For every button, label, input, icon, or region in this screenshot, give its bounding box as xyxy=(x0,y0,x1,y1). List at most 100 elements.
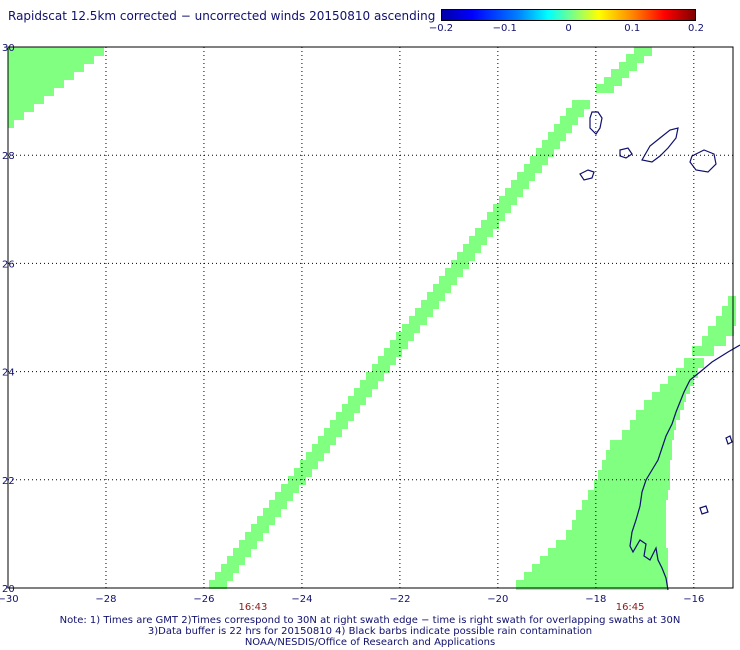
swath-cell xyxy=(384,348,402,357)
swath-cell xyxy=(227,556,245,565)
swath-cell xyxy=(524,572,668,582)
swath-cell xyxy=(8,47,104,56)
swath-cell xyxy=(239,540,257,549)
swath-cell xyxy=(722,306,736,316)
swath-cell xyxy=(342,404,360,413)
colorbar-tick-label: −0.1 xyxy=(492,23,517,34)
swath-cell xyxy=(692,346,714,356)
swath-time-label: 16:45 xyxy=(616,602,645,613)
swath-cell xyxy=(251,524,269,533)
swath-cell xyxy=(702,336,726,346)
swath-cell xyxy=(572,100,590,109)
footnote-line-3: NOAA/NESDIS/Office of Research and Appli… xyxy=(244,637,496,648)
swath-cell xyxy=(209,580,227,589)
island-cape-verde-2 xyxy=(699,505,709,515)
colorbar-tick-label: −0.2 xyxy=(428,23,454,34)
swath-cell xyxy=(8,79,64,88)
swath-cell xyxy=(630,420,676,430)
lat-tick-label: 28 xyxy=(2,151,15,162)
swath-cell xyxy=(572,520,666,530)
swath-cell xyxy=(524,164,542,173)
swath-cell xyxy=(708,326,734,336)
swath-cell xyxy=(8,55,94,64)
swath-cell xyxy=(594,480,670,490)
swath-cell xyxy=(378,356,396,365)
lon-tick-label: −30 xyxy=(0,594,19,605)
map-title: Rapidscat 12.5km corrected − uncorrected… xyxy=(8,9,436,23)
swath-cell xyxy=(275,492,293,501)
footnotes: Note: 1) Times are GMT 2)Times correspon… xyxy=(0,615,740,648)
swath-cell xyxy=(596,84,614,93)
swath-time-label: 16:43 xyxy=(239,602,268,613)
lon-tick-label: −28 xyxy=(95,594,116,605)
swath-cell xyxy=(598,470,670,480)
swath-cell xyxy=(402,324,420,333)
swath-cell xyxy=(475,228,493,237)
swath-cell xyxy=(511,180,529,189)
lat-tick-label: 20 xyxy=(2,584,15,595)
swath-cell xyxy=(716,316,736,326)
swath-cell xyxy=(530,156,548,165)
swath-cell xyxy=(588,490,668,500)
swath-cell xyxy=(324,428,342,437)
swath-cell xyxy=(517,172,535,181)
swath-cell xyxy=(233,548,251,557)
swath-cell xyxy=(626,54,644,63)
swath-cell xyxy=(8,111,24,120)
swath-cell xyxy=(348,396,366,405)
swath-cell xyxy=(263,508,281,517)
swath-cell xyxy=(396,332,414,341)
swath-cell xyxy=(487,212,505,221)
swath-cell xyxy=(611,69,629,78)
swath-cell xyxy=(548,548,668,558)
swath-cell xyxy=(634,47,652,56)
lat-tick-label: 22 xyxy=(2,476,15,487)
swath-cell xyxy=(554,124,572,133)
swath-cell xyxy=(451,260,469,269)
swath-cell xyxy=(318,436,336,445)
swath-cell xyxy=(8,119,14,128)
swath-cell xyxy=(660,384,690,394)
swath-cell xyxy=(269,500,287,509)
swath-cell xyxy=(439,276,457,285)
swath-cell xyxy=(602,460,670,470)
swath-cell xyxy=(622,430,674,440)
swath-cell xyxy=(221,564,239,573)
swath-cell xyxy=(604,77,622,86)
swath-cell xyxy=(481,220,499,229)
swath-cell xyxy=(619,62,637,71)
swath-cell xyxy=(582,500,666,510)
swath-cell xyxy=(415,308,433,317)
axis-labels: −30 −28 −26 −24 −22 −20 −18 −16 30 28 26 24 22 20 16:4… xyxy=(0,43,704,613)
swath-cell xyxy=(566,108,584,117)
swath-cell xyxy=(8,103,34,112)
island-gran-canaria xyxy=(689,149,717,173)
swath-cell xyxy=(542,140,560,149)
swath-cell xyxy=(560,116,578,125)
swath-cell xyxy=(566,530,666,540)
swath-cell xyxy=(288,476,306,485)
swath-cell xyxy=(606,450,672,460)
swath-cell xyxy=(548,132,566,141)
swath-cell xyxy=(421,300,439,309)
swath-cell xyxy=(540,556,668,566)
swath-cell xyxy=(433,284,451,293)
lat-tick-label: 30 xyxy=(2,43,15,54)
swath-cell xyxy=(493,204,511,213)
swath-cell xyxy=(532,564,668,574)
swath-cell xyxy=(294,468,312,477)
swath-cell xyxy=(8,87,54,96)
swath-cell xyxy=(390,340,408,349)
swath-cell xyxy=(281,484,299,493)
swath-cell xyxy=(257,516,275,525)
lon-tick-label: −18 xyxy=(585,594,606,605)
swath-cell xyxy=(306,452,324,461)
lat-tick-label: 24 xyxy=(2,368,15,379)
swath-cell xyxy=(576,510,666,520)
swath-cell xyxy=(536,148,554,157)
colorbar-tick-label: 0.2 xyxy=(688,23,704,34)
swath-cell xyxy=(366,372,384,381)
swath-cell xyxy=(300,460,318,469)
swath-cell xyxy=(610,440,672,450)
